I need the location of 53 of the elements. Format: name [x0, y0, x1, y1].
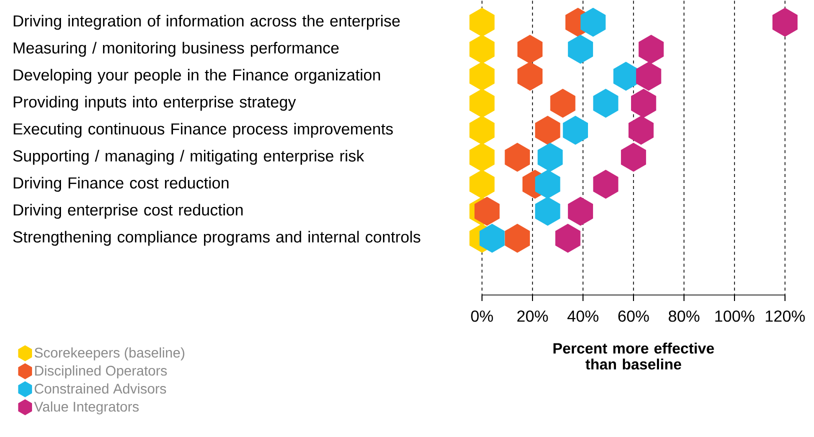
- point: [504, 142, 530, 172]
- x-tick-label: 40%: [567, 310, 598, 322]
- y-tick-label: Executing continuous Finance process improvements: [14, 122, 393, 138]
- point: [538, 142, 563, 172]
- point: [628, 116, 654, 145]
- point: [593, 88, 618, 118]
- legend-label: Scorekeepers (baseline): [34, 347, 184, 360]
- point: [555, 224, 580, 253]
- point: [504, 224, 530, 253]
- point: [562, 116, 588, 145]
- point: [631, 88, 656, 118]
- x-tick-label: 120%: [766, 310, 805, 322]
- point: [613, 62, 638, 91]
- point: [550, 88, 576, 118]
- point: [620, 142, 646, 172]
- point: [469, 62, 495, 91]
- point: [517, 62, 543, 91]
- point: [469, 8, 495, 37]
- y-tick-label: Driving Finance cost reduction: [14, 176, 228, 192]
- point: [469, 142, 495, 172]
- x-tick-label: 80%: [668, 310, 700, 322]
- point: [535, 196, 560, 226]
- y-tick-label: Driving integration of information across the enterprise: [14, 14, 400, 30]
- point: [535, 170, 560, 199]
- x-tick-label: 20%: [517, 310, 548, 322]
- x-axis-title: Percent more effective than baseline: [554, 342, 714, 370]
- point: [593, 170, 618, 199]
- y-tick-label: Driving enterprise cost reduction: [14, 204, 243, 219]
- legend-label: Disciplined Operators: [35, 365, 167, 378]
- point: [580, 8, 606, 37]
- point: [469, 116, 495, 145]
- y-tick-label: Strengthening compliance programs and internal controls: [13, 230, 420, 246]
- point: [469, 34, 495, 64]
- point: [568, 196, 594, 226]
- y-tick-label: Providing inputs into enterprise strategy: [14, 96, 296, 111]
- point: [480, 224, 505, 253]
- point: [474, 196, 500, 226]
- x-tick-label: 100%: [715, 310, 754, 322]
- y-tick-label: Developing your people in the Finance organization: [14, 68, 380, 84]
- point: [638, 34, 664, 64]
- x-tick-label: 0%: [471, 310, 493, 322]
- point: [517, 34, 543, 64]
- point: [535, 116, 560, 145]
- point: [636, 62, 662, 91]
- point: [469, 88, 495, 118]
- legend-label: Constrained Advisors: [34, 383, 166, 394]
- point: [469, 170, 495, 199]
- y-tick-label: Measuring / monitoring business performance: [14, 42, 339, 57]
- legend-label: Value Integrators: [34, 401, 139, 414]
- x-tick-label: 60%: [618, 310, 649, 322]
- point: [568, 34, 594, 64]
- y-tick-label: Supporting / managing / mitigating enterprise risk: [13, 150, 364, 165]
- point: [772, 8, 798, 37]
